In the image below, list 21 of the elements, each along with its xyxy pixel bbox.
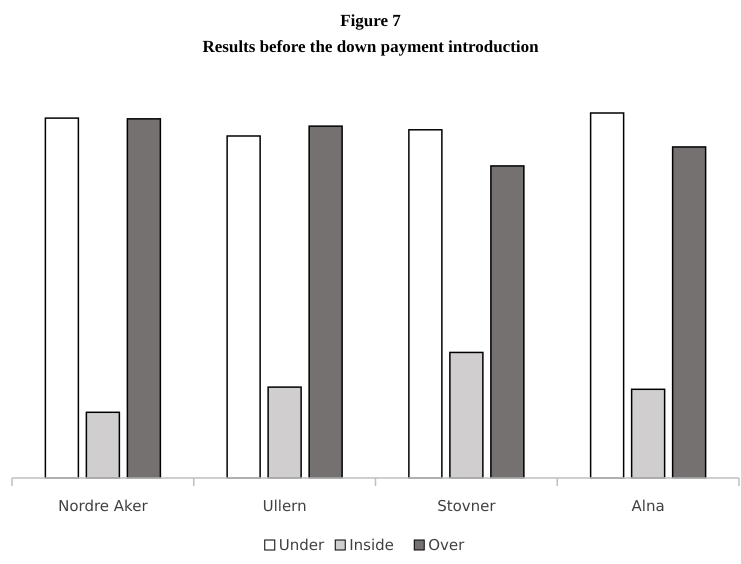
bar [126,118,162,479]
legend-label: Under [278,536,325,554]
x-tick-label: Stovner [437,497,496,515]
bar [490,165,525,479]
bar [590,112,624,479]
x-tick-label: Nordre Aker [58,497,148,515]
x-tick-label: Alna [632,497,665,515]
bar [630,388,666,479]
chart-title: Figure 7 [340,11,402,30]
bar [308,125,343,479]
bar [267,386,302,479]
bar [408,129,443,479]
chart-subtitle: Results before the down payment introduction [202,37,540,56]
bar [449,352,484,479]
bar [672,146,706,479]
bar [226,135,261,479]
bar [44,117,80,479]
x-tick-label: Ullern [262,497,307,515]
bar [86,412,120,479]
legend-label: Inside [349,536,394,554]
legend-label: Over [428,536,466,554]
